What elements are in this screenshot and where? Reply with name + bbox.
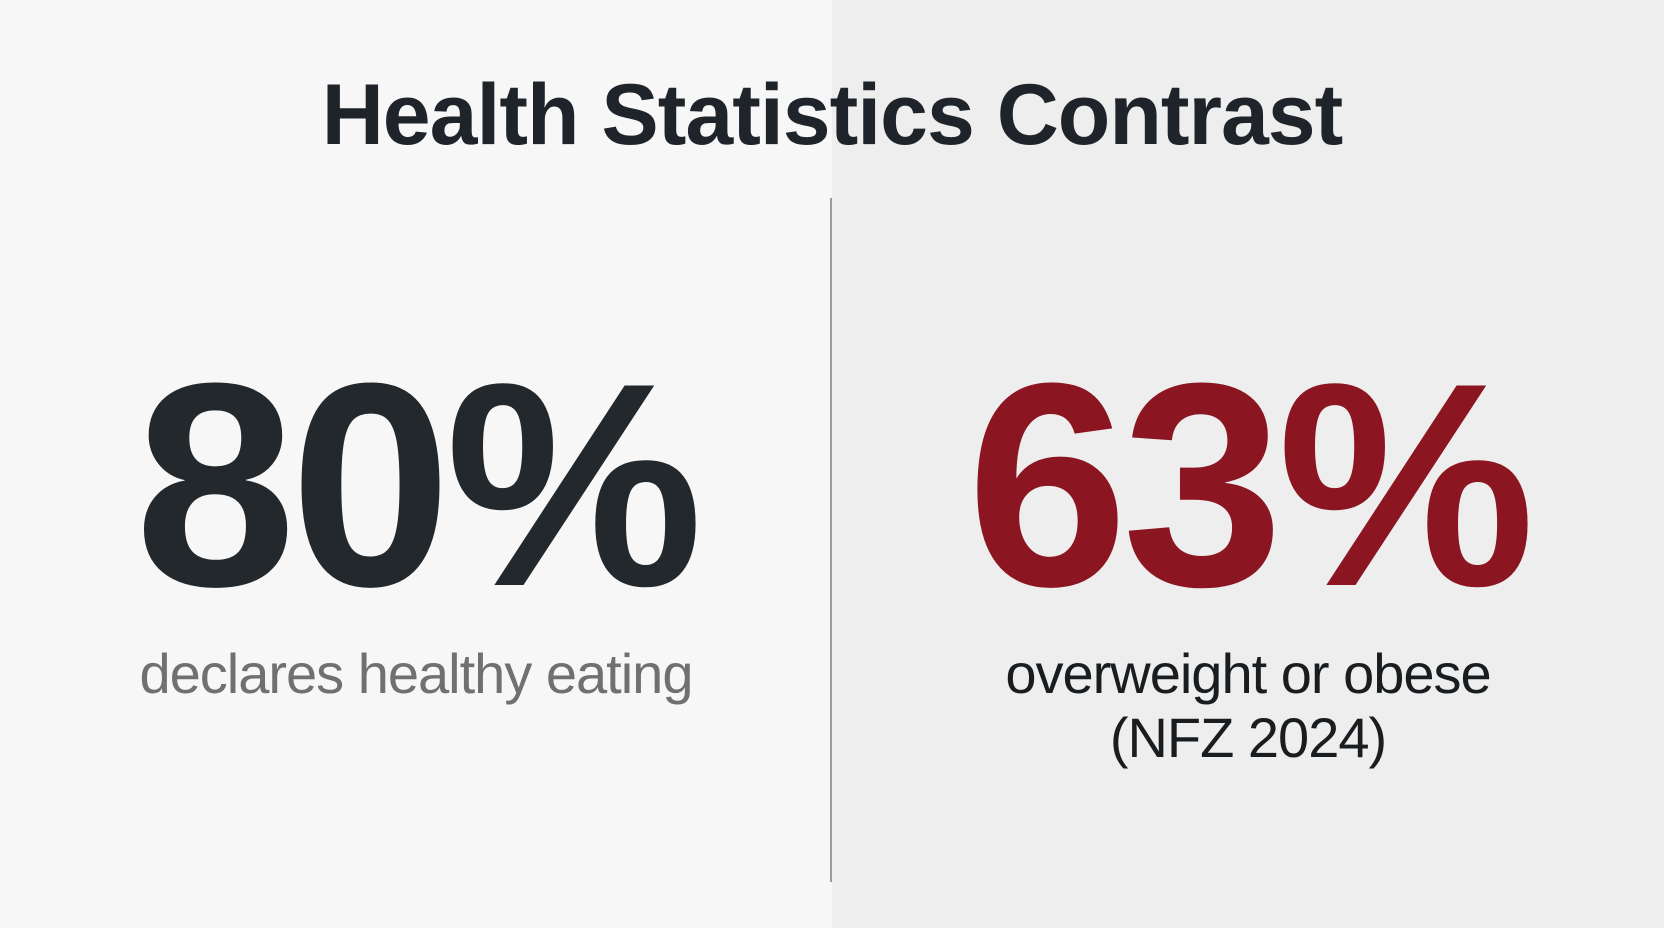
page-title: Health Statistics Contrast: [321, 67, 1344, 163]
left-panel: [0, 0, 832, 928]
right-panel: [832, 0, 1664, 928]
right-stat-label: overweight or obese (NFZ 2024): [872, 642, 1624, 770]
left-stat-value: 80%: [134, 323, 703, 647]
vertical-divider: [830, 198, 832, 882]
left-stat-label: declares healthy eating: [139, 642, 694, 705]
right-stat-label-line2: (NFZ 2024): [1109, 706, 1387, 769]
right-stat-value: 63%: [966, 323, 1535, 647]
right-stat-label-line1: overweight or obese: [1005, 642, 1491, 705]
